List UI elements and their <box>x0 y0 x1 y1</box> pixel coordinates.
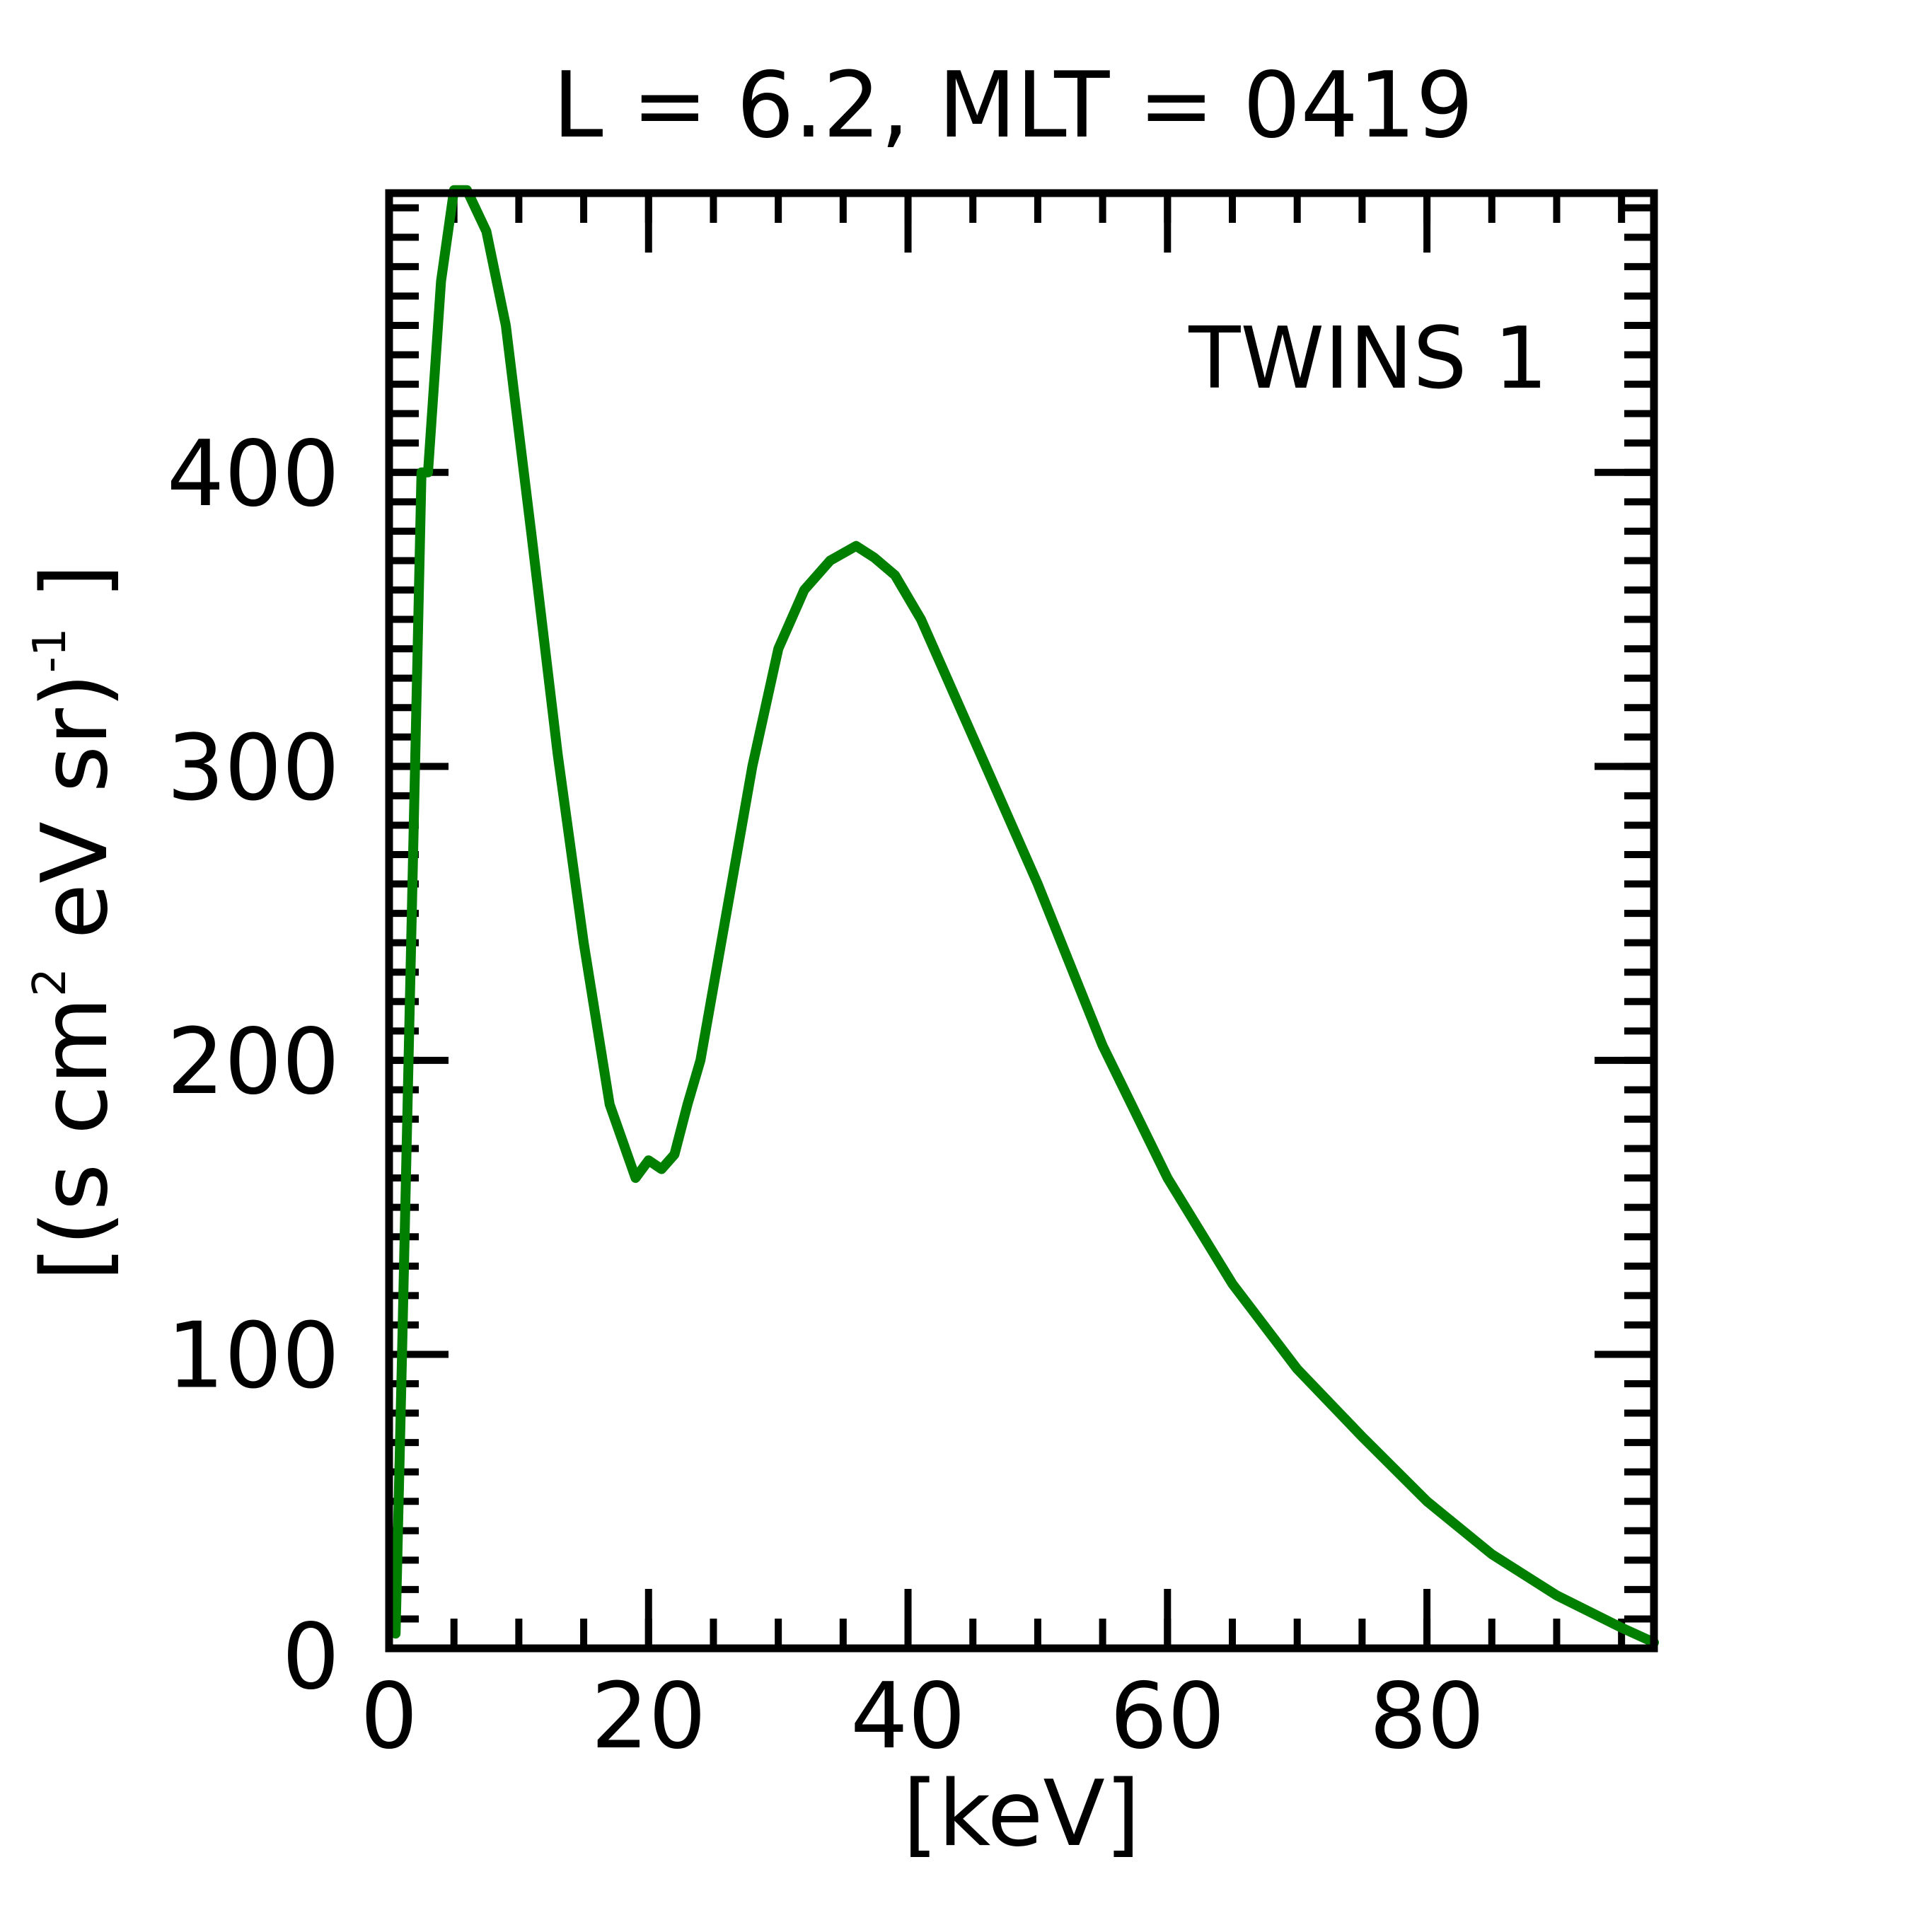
x-tick-label: 0 <box>360 1664 417 1769</box>
y-axis-label-part-2: eV sr) <box>23 673 128 968</box>
chart-title: L = 6.2, MLT = 0419 <box>553 53 1474 158</box>
y-tick-label: 400 <box>167 422 340 527</box>
y-axis-label-superscript-2: 2 <box>24 968 76 997</box>
y-axis-label-part-3: ] <box>23 564 128 628</box>
y-tick-label: 0 <box>282 1604 340 1710</box>
plot-area <box>385 185 1659 1653</box>
y-tick-label: 200 <box>167 1010 340 1115</box>
x-tick-label: 20 <box>591 1664 706 1769</box>
x-axis-label: [keV] <box>903 1762 1140 1867</box>
y-axis-label-part-1: [(s cm <box>23 997 128 1281</box>
y-tick-label: 100 <box>167 1303 340 1408</box>
x-tick-labels: 0 20 40 60 80 <box>360 1664 1484 1769</box>
x-tick-label: 40 <box>850 1664 966 1769</box>
x-tick-label: 80 <box>1370 1664 1485 1769</box>
y-tick-label: 300 <box>167 715 340 821</box>
y-tick-labels: 0 100 200 300 400 <box>167 422 340 1710</box>
x-tick-label: 60 <box>1110 1664 1225 1769</box>
y-axis-label: [(s cm2 eV sr)-1 ] <box>23 564 128 1281</box>
legend-label-twins-1: TWINS 1 <box>1188 310 1548 408</box>
y-axis-label-superscript-minus-1: -1 <box>24 627 76 673</box>
plot-frame <box>385 189 1658 1653</box>
